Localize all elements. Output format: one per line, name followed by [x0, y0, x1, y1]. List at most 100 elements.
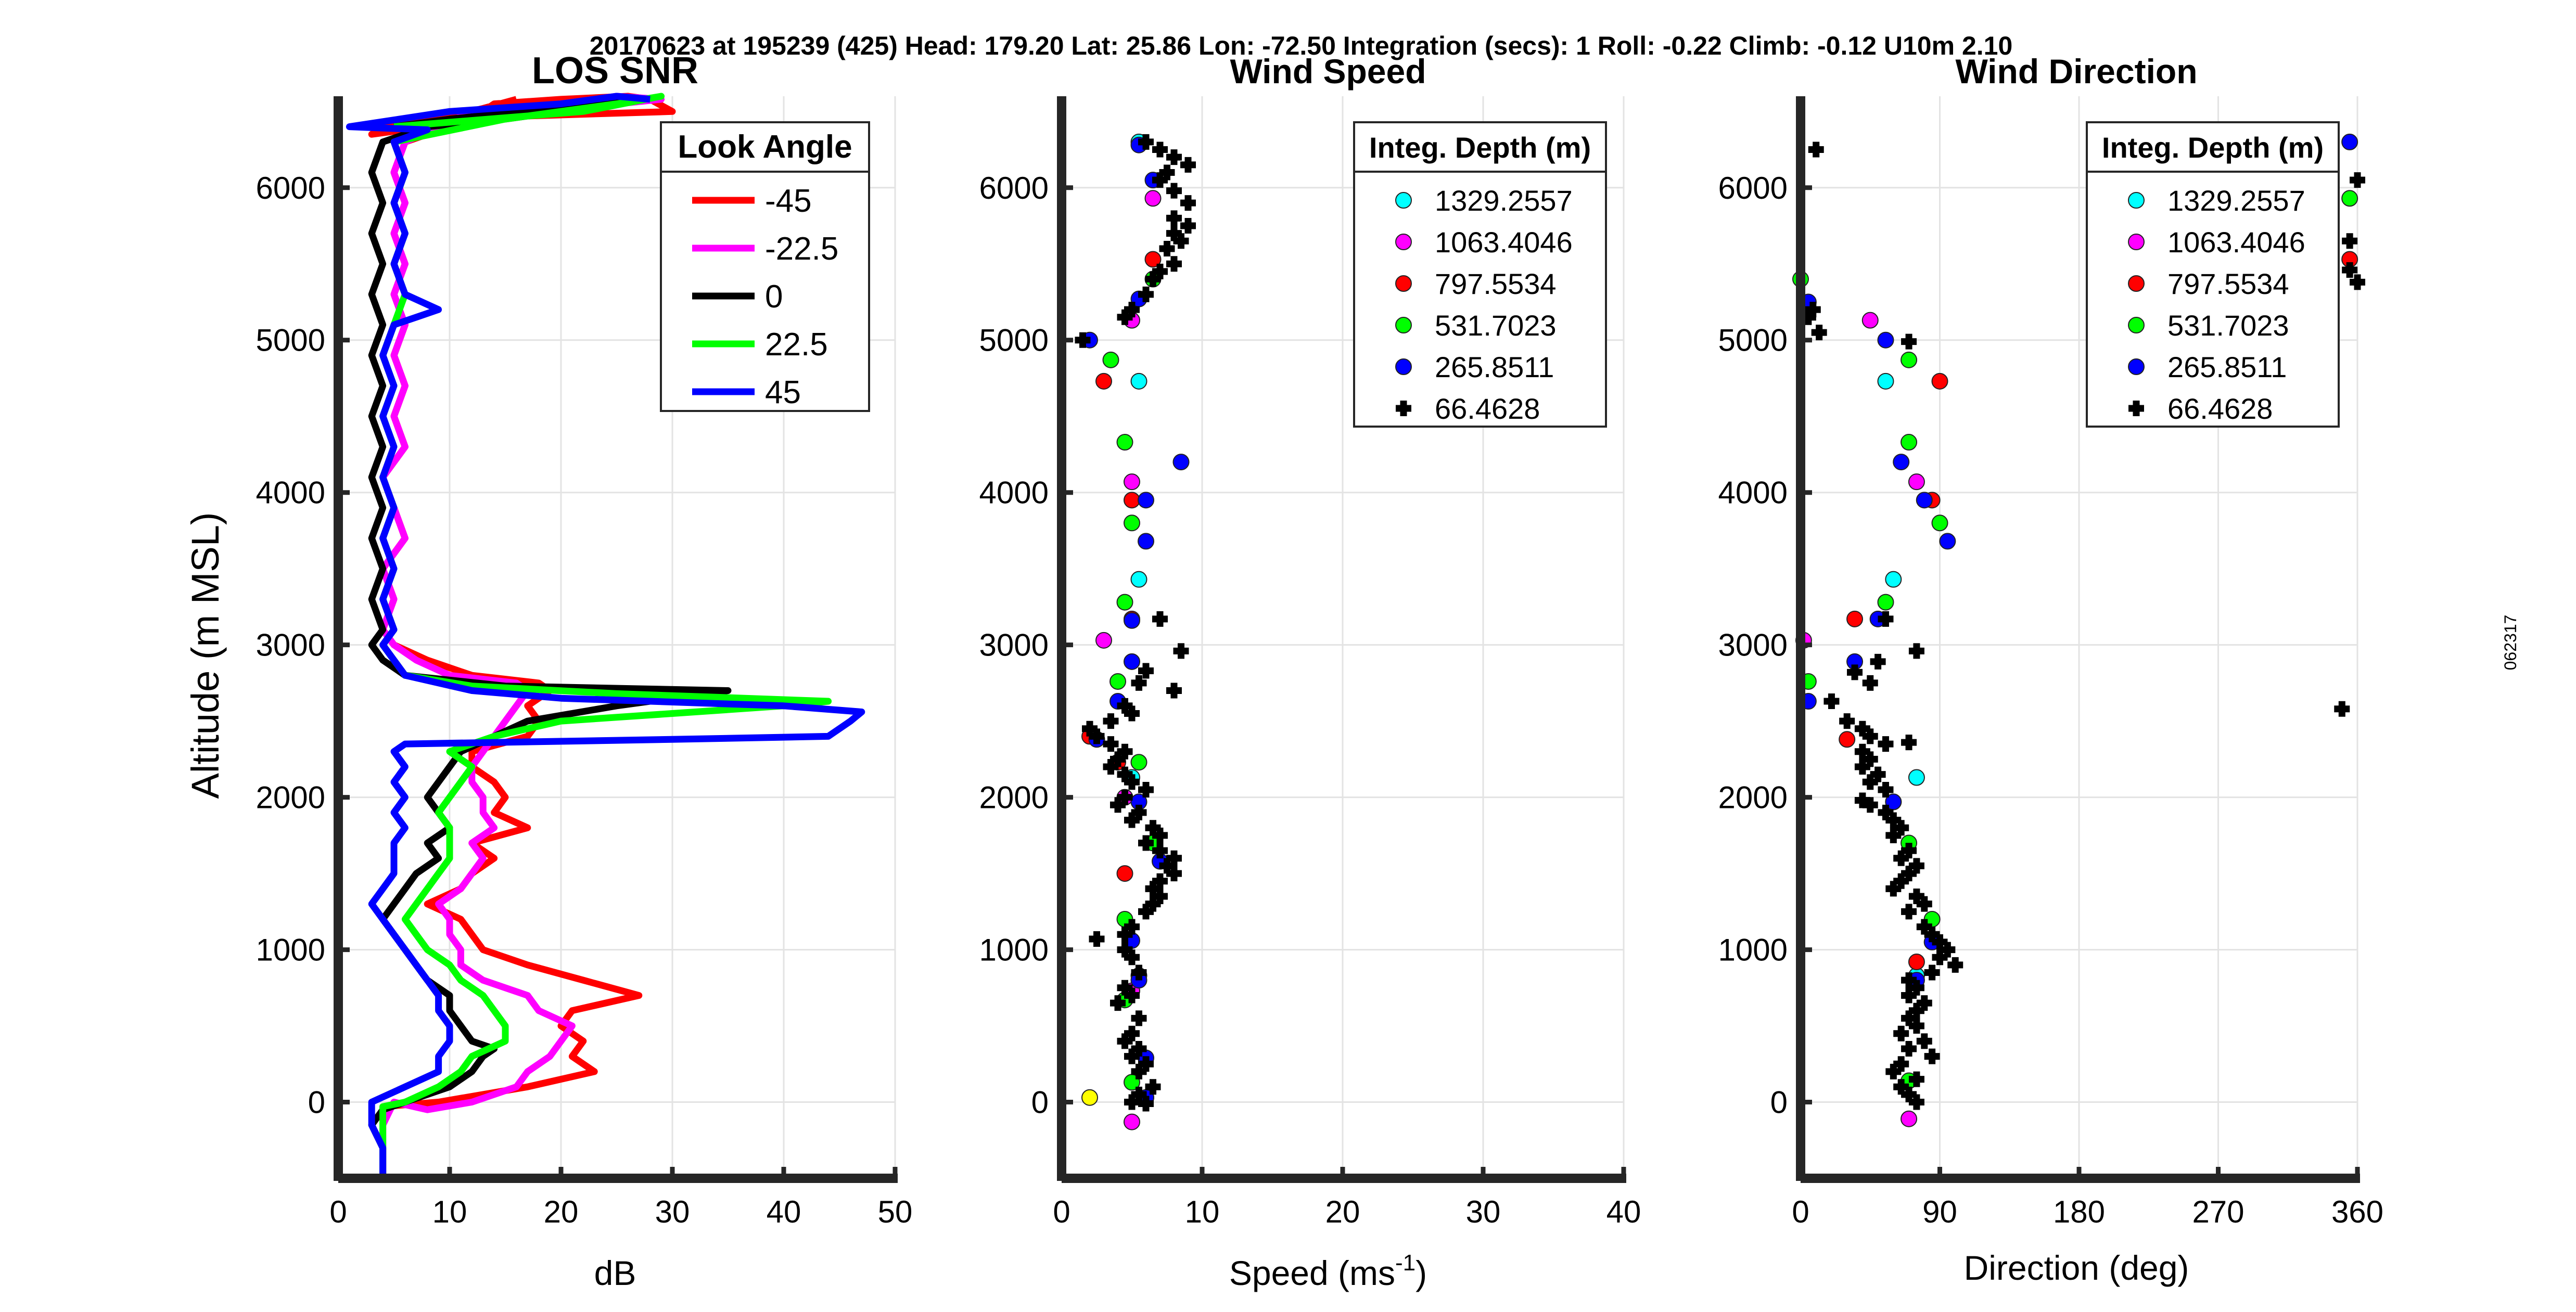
data-point-66.4628: [1152, 843, 1168, 859]
legend-marker-265.8511: [1395, 358, 1412, 375]
legend-label-265.8511: 265.8511: [2167, 351, 2287, 383]
data-layer: [1792, 133, 2365, 1127]
data-point-66.4628: [1893, 1025, 1909, 1041]
data-point-66.4628: [1166, 183, 1182, 199]
data-point-66.4628: [2342, 233, 2358, 249]
side-label: 062317: [2501, 615, 2520, 671]
y-tick-label: 6000: [979, 171, 1049, 205]
data-point-531.7023: [1901, 351, 1918, 368]
data-point-66.4628: [1878, 781, 1894, 798]
data-point-66.4628: [1138, 835, 1154, 851]
y-tick-label: 3000: [1718, 628, 1788, 663]
y-tick-label: 2000: [979, 780, 1049, 815]
data-point-66.4628: [1103, 759, 1119, 775]
data-point-66.4628: [1908, 1071, 1924, 1087]
wind-speed-xlabel: Speed (ms-1): [1229, 1250, 1427, 1292]
data-point-66.4628: [1924, 964, 1940, 981]
legend-label-1063.4046: 1063.4046: [1435, 226, 1573, 259]
data-point-66.4628: [1811, 325, 1827, 341]
data-point-531.7023: [1931, 514, 1948, 532]
data-point-265.8511: [1138, 533, 1154, 550]
y-tick-label: 1000: [1718, 933, 1788, 968]
data-point-797.5534: [1116, 865, 1133, 882]
y-tick-label: 4000: [979, 475, 1049, 510]
data-point-531.7023: [1110, 673, 1126, 690]
data-point-66.4628: [1124, 705, 1140, 722]
data-point-1063.4046: [1124, 1113, 1140, 1130]
data-point-1063.4046: [1908, 473, 1925, 491]
data-point-66.4628: [1823, 693, 1840, 710]
data-point-66.4628: [1131, 1063, 1147, 1079]
legend-label-531.7023: 531.7023: [1435, 309, 1557, 342]
legend-marker-1063.4046: [2128, 234, 2145, 250]
legend-label-66.4628: 66.4628: [1435, 392, 1540, 425]
data-point-66.4628: [1117, 1033, 1133, 1049]
data-point-66.4628: [1932, 949, 1948, 966]
legend-label-531.7023: 531.7023: [2167, 309, 2289, 342]
data-point-66.4628: [2350, 172, 2365, 188]
data-point-265.8511: [1939, 533, 1956, 550]
data-point-66.4628: [1854, 759, 1870, 775]
x-tick-label: 0: [1053, 1194, 1070, 1229]
x-tick-label: 180: [2053, 1194, 2105, 1229]
data-point-1329.2557: [1130, 372, 1147, 390]
legend-title: Integ. Depth (m): [2102, 131, 2324, 164]
data-point-66.4628: [1901, 1040, 1917, 1057]
legend-marker-531.7023: [2128, 317, 2145, 333]
data-point-1063.4046: [1861, 312, 1879, 329]
legend-label-265.8511: 265.8511: [1435, 351, 1554, 383]
legend-label-797.5534: 797.5534: [1435, 267, 1557, 300]
data-point-265.8511: [1877, 331, 1894, 349]
legend-label-1063.4046: 1063.4046: [2167, 226, 2305, 259]
data-point-66.4628: [1166, 866, 1182, 882]
data-point-66.4628: [1152, 142, 1168, 158]
data-point-797.5534: [1095, 372, 1112, 390]
data-layer: [1075, 133, 1196, 1130]
data-point-531.7023: [1130, 754, 1147, 771]
data-point-66.4628: [1180, 218, 1196, 234]
data-point-265.8511: [1124, 612, 1140, 629]
data-point-531.7023: [1102, 351, 1119, 368]
data-point-66.4628: [1878, 736, 1894, 752]
legend-label-45: 45: [765, 375, 801, 410]
y-tick-label: 5000: [1718, 323, 1788, 358]
data-point-66.4628: [1103, 713, 1119, 729]
y-tick-label: 6000: [1718, 171, 1788, 205]
data-point-1329.2557: [1130, 571, 1147, 588]
legend-title: Integ. Depth (m): [1369, 131, 1591, 164]
legend: Integ. Depth (m) 1329.2557 1063.4046 797.55…: [1353, 121, 1607, 428]
x-tick-label: 360: [2331, 1194, 2383, 1229]
data-point-66.4628: [2334, 701, 2350, 717]
data-point-797.5534: [1124, 492, 1140, 509]
data-point-265.8511: [1124, 653, 1140, 670]
y-tick-label: 0: [308, 1085, 325, 1120]
y-tick-label: 6000: [256, 171, 325, 205]
data-point-66.4628: [1131, 964, 1147, 981]
data-point-66.4628: [1124, 1094, 1140, 1110]
data-point-66.4628: [1166, 256, 1182, 272]
data-point-531.7023: [1124, 514, 1140, 532]
legend: Integ. Depth (m) 1329.2557 1063.4046 797.55…: [2086, 121, 2340, 428]
data-point-1063.4046: [1095, 632, 1112, 649]
data-point-66.4628: [1152, 172, 1168, 188]
altitude-ylabel: Altitude (m MSL): [184, 512, 227, 799]
y-tick-label: 5000: [256, 323, 325, 358]
wind-direction-panel: Wind Direction Direction (deg) 0 90 180 270…: [1718, 52, 2384, 1287]
data-point-66.4628: [1159, 240, 1175, 256]
data-point-265.8511: [1138, 492, 1154, 509]
data-point-66.4628: [1138, 904, 1154, 920]
data-point-265.8511: [1893, 454, 1910, 471]
data-point-797.5534: [1839, 731, 1856, 748]
data-point-66.4628: [1124, 774, 1140, 790]
data-point-66.4628: [1124, 812, 1140, 828]
series-line-0: [368, 96, 732, 1178]
legend-marker-66.4628: [2128, 401, 2144, 416]
data-point-66.4628: [1131, 675, 1147, 691]
legend-title: Look Angle: [678, 129, 852, 165]
series-line--22.5: [379, 93, 665, 1178]
legend-box: [660, 121, 870, 412]
legend-marker-797.5534: [1395, 275, 1412, 292]
data-point-66.4628: [1885, 1063, 1902, 1079]
data-point-66.4628: [1862, 774, 1878, 790]
